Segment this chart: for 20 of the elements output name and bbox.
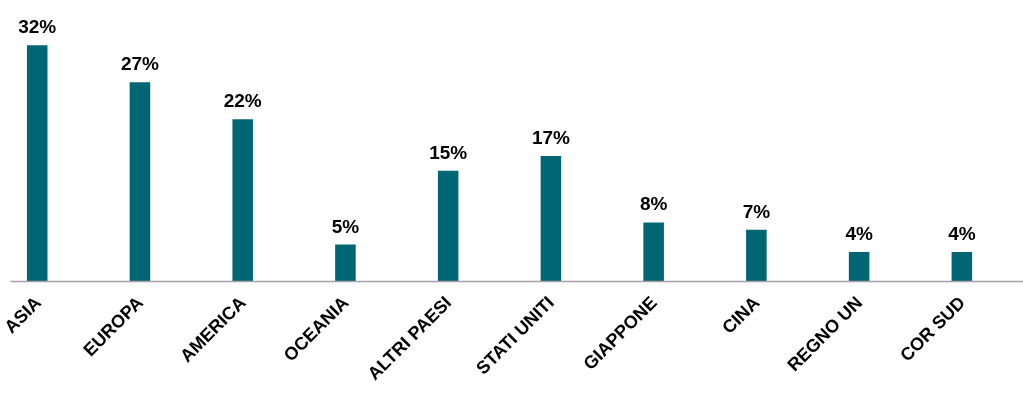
bar [848,251,870,282]
data-label: 17% [531,127,571,149]
data-label: 32% [18,16,57,38]
data-label: 7% [742,200,771,222]
data-label: 22% [223,90,262,112]
bar [129,82,151,282]
bar [746,229,767,282]
bar [232,119,253,282]
data-label: 27% [120,53,160,75]
data-label: 8% [639,193,668,215]
bar [643,222,664,282]
bar [26,45,48,282]
bar [335,244,356,282]
bar [437,170,459,282]
data-label: 4% [845,222,873,244]
data-label: 15% [429,141,468,163]
bar [540,156,562,282]
bar [951,251,973,282]
data-label: 5% [331,215,360,237]
data-label: 4% [948,222,976,244]
